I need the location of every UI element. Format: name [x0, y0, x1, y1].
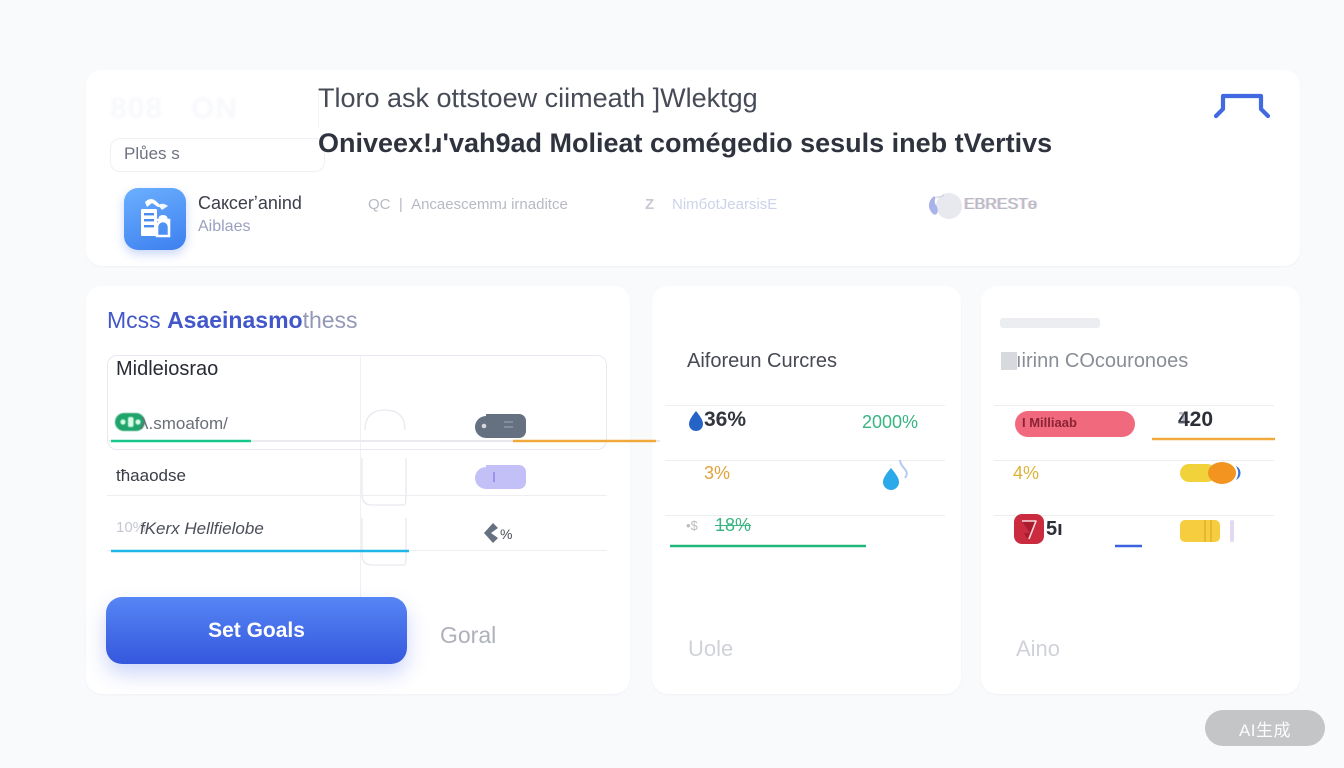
svg-text:%: % [500, 526, 512, 542]
